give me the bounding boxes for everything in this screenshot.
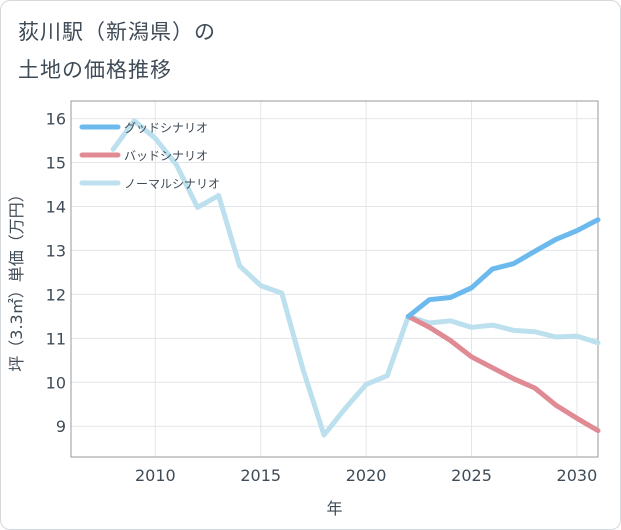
y-tick-label: 15 <box>46 154 66 173</box>
grid <box>71 101 598 457</box>
series-line <box>110 118 601 438</box>
x-tick-label: 2030 <box>557 466 598 485</box>
y-tick-label: 11 <box>46 329 66 348</box>
series-line <box>405 313 601 434</box>
x-tick-label: 2010 <box>135 466 176 485</box>
x-tick-label: 2025 <box>451 466 492 485</box>
legend-label: バッドシナリオ <box>124 149 208 163</box>
chart-title-line1: 荻川駅（新潟県）の <box>18 20 216 44</box>
y-tick-label: 9 <box>56 417 66 436</box>
y-axis-label: 坪（3.3㎡）単価（万円） <box>7 186 26 371</box>
y-tick-label: 10 <box>46 373 66 392</box>
y-tick-label: 13 <box>46 241 66 260</box>
chart-title-line2: 土地の価格推移 <box>18 58 172 82</box>
x-tick-label: 2015 <box>240 466 281 485</box>
legend-label: グッドシナリオ <box>124 121 208 135</box>
y-tick-label: 12 <box>46 285 66 304</box>
series-line <box>405 217 601 319</box>
plot-area <box>70 100 599 458</box>
legend-label: ノーマルシナリオ <box>124 177 220 191</box>
x-axis-ticks: 2010 2015 2020 2025 2030 <box>135 466 597 485</box>
x-axis-label: 年 <box>326 499 342 518</box>
series-lines <box>110 118 601 438</box>
y-tick-label: 16 <box>46 110 66 129</box>
y-axis-ticks: 9 10 11 12 13 14 15 16 <box>46 110 66 437</box>
x-tick-label: 2020 <box>346 466 387 485</box>
y-tick-label: 14 <box>46 197 66 216</box>
